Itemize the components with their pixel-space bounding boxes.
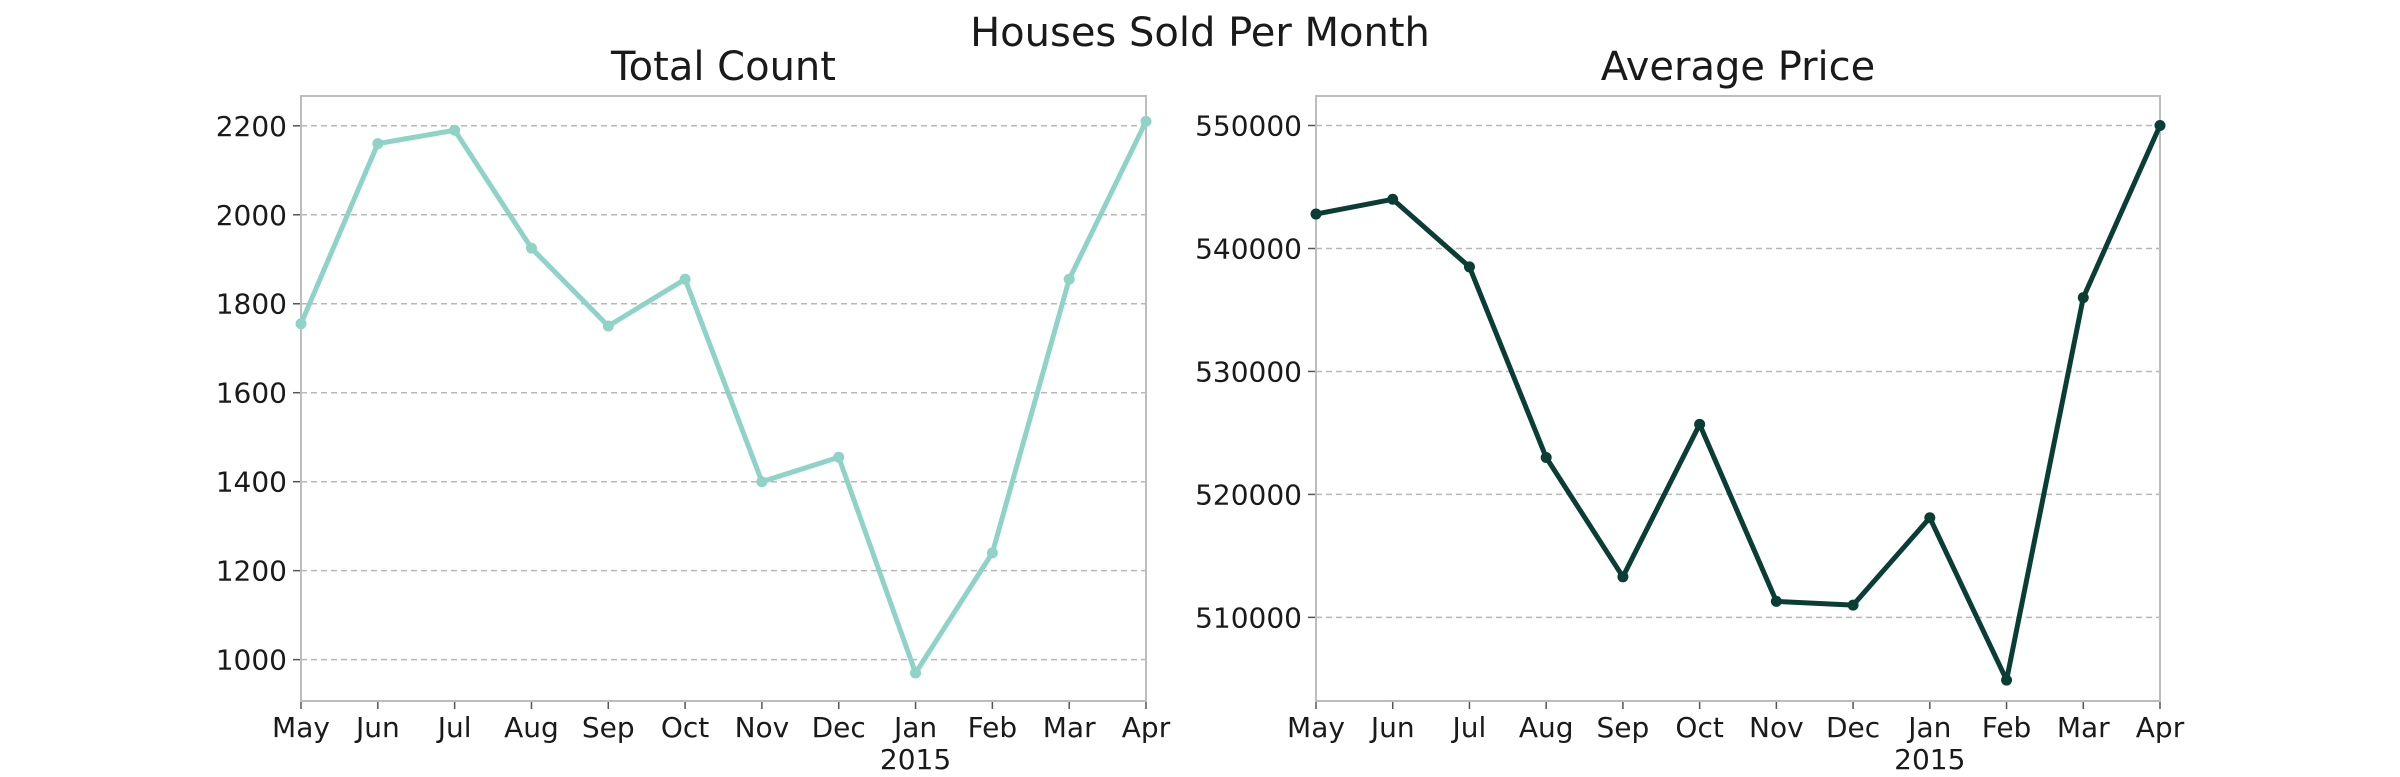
data-point bbox=[679, 273, 691, 285]
data-point bbox=[1770, 595, 1782, 607]
y-tick-label: 530000 bbox=[1195, 355, 1302, 388]
x-tick-label: Dec bbox=[812, 711, 866, 744]
chart-average-price: 510000 520000 530000 540000 550000 May Jun Jul A… bbox=[1195, 44, 2185, 776]
x-tick-label: May bbox=[1287, 711, 1345, 744]
x-tick-label: Oct bbox=[661, 711, 709, 744]
figure-title: Houses Sold Per Month bbox=[970, 10, 1430, 56]
data-point bbox=[1924, 512, 1936, 524]
x-tick-label: Nov bbox=[1749, 711, 1804, 744]
x-tick-label: Mar bbox=[1043, 711, 1096, 744]
y-tick-label: 520000 bbox=[1195, 478, 1302, 511]
x-tick-label: Nov bbox=[735, 711, 790, 744]
series-line bbox=[1313, 123, 2163, 683]
panel-title: Total Count bbox=[610, 44, 836, 90]
panel-title: Average Price bbox=[1601, 44, 1876, 90]
data-point bbox=[1540, 452, 1552, 464]
data-point bbox=[2077, 292, 2089, 304]
axes-frame bbox=[300, 95, 1147, 702]
x-tick-sublabel: 2015 bbox=[880, 743, 951, 776]
x-tick-label: Feb bbox=[1982, 711, 2032, 744]
x-tick-label: Jun bbox=[354, 711, 400, 744]
x-tick-label: Dec bbox=[1826, 711, 1880, 744]
data-point bbox=[2154, 120, 2166, 132]
x-tick-label: Apr bbox=[1122, 711, 1171, 744]
data-point bbox=[756, 476, 768, 488]
y-tick-label: 1000 bbox=[216, 644, 287, 677]
x-tick-label: Sep bbox=[1597, 711, 1650, 744]
data-point bbox=[372, 138, 384, 150]
data-point bbox=[1063, 273, 1075, 285]
y-tick-label: 2000 bbox=[216, 199, 287, 232]
x-tick-sublabel: 2015 bbox=[1894, 743, 1965, 776]
data-point bbox=[1140, 115, 1152, 127]
data-point bbox=[449, 124, 461, 136]
data-point bbox=[1310, 208, 1322, 220]
x-tick-label: Jan bbox=[1906, 711, 1951, 744]
y-tick-label: 1600 bbox=[216, 377, 287, 410]
x-tick-label: Jul bbox=[1451, 711, 1487, 744]
y-tick-label: 550000 bbox=[1195, 110, 1302, 143]
data-point bbox=[1387, 193, 1399, 205]
chart-total-count: 1000 1200 1400 1600 1800 2000 2200 May Jun Jul Aug… bbox=[216, 44, 1171, 776]
y-tick-label: 510000 bbox=[1195, 601, 1302, 634]
data-point bbox=[525, 242, 537, 254]
x-tick-label: May bbox=[272, 711, 330, 744]
data-point bbox=[295, 318, 307, 330]
y-tick-label: 2200 bbox=[216, 110, 287, 143]
data-point bbox=[1617, 571, 1629, 583]
x-tick-label: Mar bbox=[2057, 711, 2110, 744]
y-tick-label: 540000 bbox=[1195, 232, 1302, 265]
x-tick-label: Oct bbox=[1675, 711, 1723, 744]
x-tick-label: Aug bbox=[1519, 711, 1574, 744]
data-point bbox=[910, 667, 922, 679]
x-tick-label: Aug bbox=[504, 711, 559, 744]
data-point bbox=[602, 320, 614, 332]
data-point bbox=[986, 547, 998, 559]
y-tick-label: 1200 bbox=[216, 555, 287, 588]
axes-frame bbox=[1315, 95, 2161, 702]
x-tick-label: Jun bbox=[1369, 711, 1415, 744]
y-tick-label: 1400 bbox=[216, 466, 287, 499]
x-tick-label: Sep bbox=[582, 711, 635, 744]
y-tick-label: 1800 bbox=[216, 288, 287, 321]
x-tick-label: Apr bbox=[2136, 711, 2185, 744]
data-point bbox=[1463, 261, 1475, 273]
x-tick-label: Jul bbox=[436, 711, 472, 744]
x-tick-label: Jan bbox=[892, 711, 937, 744]
data-point bbox=[833, 451, 845, 463]
data-point bbox=[2001, 674, 2013, 686]
x-tick-label: Feb bbox=[968, 711, 1018, 744]
data-point bbox=[1847, 599, 1859, 611]
series-line bbox=[298, 118, 1149, 676]
data-point bbox=[1694, 418, 1706, 430]
